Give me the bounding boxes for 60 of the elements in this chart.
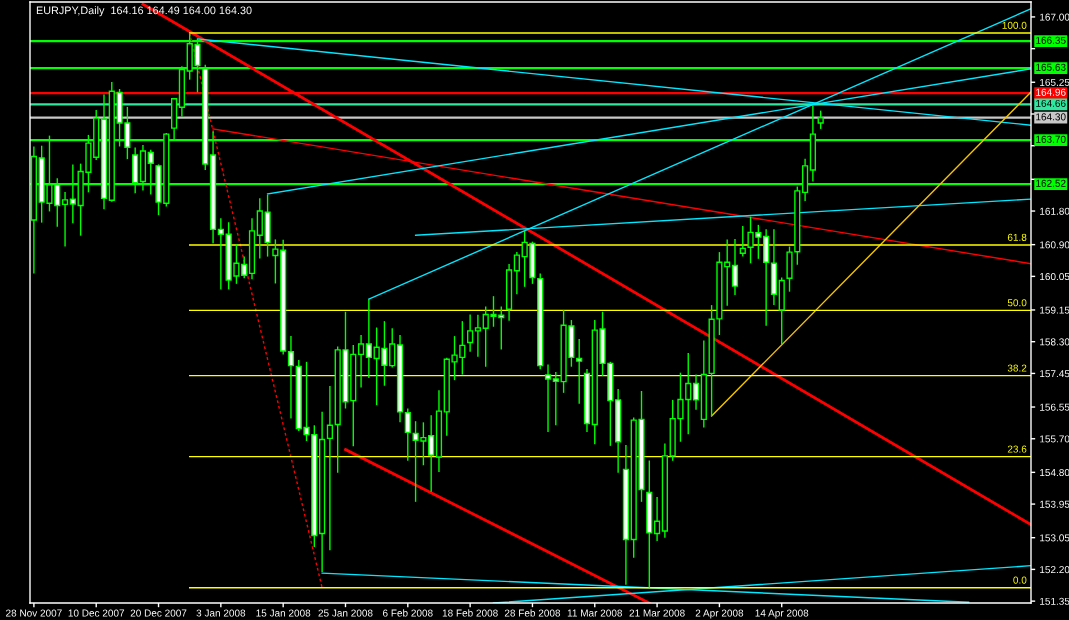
- candlestick: [272, 238, 279, 285]
- candlestick: [576, 338, 583, 405]
- x-tick-label: 2 Apr 2008: [695, 609, 744, 619]
- candlestick: [739, 225, 746, 258]
- candlestick: [692, 373, 700, 411]
- candlestick: [61, 191, 69, 248]
- y-tick-label: 159.15: [1040, 306, 1069, 314]
- y-tick-label: 154.80: [1040, 468, 1069, 477]
- ref-line-label: 164.96: [1036, 88, 1066, 96]
- y-tick-label: 160.05: [1040, 273, 1069, 281]
- y-tick-label: 156.55: [1040, 403, 1069, 411]
- candlestick: [404, 407, 411, 462]
- y-tick-label: 165.25: [1040, 78, 1069, 86]
- candlestick: [217, 217, 224, 291]
- candlestick: [357, 334, 365, 389]
- y-tick-label: 153.05: [1040, 534, 1069, 542]
- candlestick: [653, 496, 661, 542]
- series-label: 50.0: [1007, 299, 1027, 307]
- y-tick-label: 155.70: [1040, 435, 1069, 443]
- series-label: 38.2: [1007, 364, 1027, 372]
- ref-line-label: 164.66: [1036, 99, 1066, 107]
- candlestick: [365, 298, 372, 379]
- candlestick: [474, 314, 482, 358]
- y-tick-label: 161.80: [1040, 207, 1069, 215]
- candlestick: [731, 238, 739, 296]
- x-tick-label: 15 Jan 2008: [256, 609, 311, 617]
- y-tick-label: 157.45: [1040, 370, 1069, 378]
- x-tick-label: 28 Nov 2007: [6, 609, 62, 617]
- ref-line-label: 166.35: [1036, 36, 1066, 44]
- candlestick: [467, 313, 474, 353]
- series-label: 0.0: [1013, 576, 1027, 584]
- ref-line-label: 165.63: [1036, 63, 1066, 71]
- x-tick-label: 28 Feb 2008: [504, 609, 561, 617]
- candlestick: [428, 414, 435, 493]
- y-tick-label: 158.30: [1040, 338, 1069, 346]
- x-tick-label: 21 Mar 2008: [629, 609, 685, 617]
- x-tick-label: 14 Apr 2008: [755, 609, 809, 619]
- candlestick: [544, 363, 552, 433]
- series-label: 61.8: [1007, 233, 1027, 241]
- x-tick-label: 6 Feb 2008: [383, 609, 433, 617]
- x-tick-label: 25 Jan 2008: [318, 609, 373, 617]
- x-tick-label: 3 Jan 2008: [196, 609, 246, 617]
- y-tick-label: 153.95: [1040, 500, 1069, 508]
- candlestick: [326, 385, 334, 552]
- ref-line-label: 162.52: [1036, 179, 1066, 187]
- ref-line-label: 163.70: [1036, 135, 1066, 143]
- y-tick-label: 152.20: [1040, 566, 1069, 574]
- x-tick-label: 11 Mar 2008: [567, 609, 623, 617]
- candlestick: [287, 335, 295, 420]
- series-label: 100.0: [1002, 21, 1027, 29]
- candlestick: [817, 109, 824, 130]
- ref-line-label: 164.30: [1036, 113, 1066, 121]
- y-tick-label: 151.35: [1040, 597, 1069, 605]
- candlestick: [513, 251, 520, 295]
- x-tick-label: 18 Feb 2008: [442, 609, 498, 617]
- y-tick-label: 167.00: [1040, 13, 1069, 21]
- x-tick-label: 10 Dec 2007: [68, 609, 125, 617]
- x-tick-label: 20 Dec 2007: [130, 609, 187, 617]
- series-label: 23.6: [1007, 445, 1027, 453]
- y-tick-label: 160.90: [1040, 241, 1069, 249]
